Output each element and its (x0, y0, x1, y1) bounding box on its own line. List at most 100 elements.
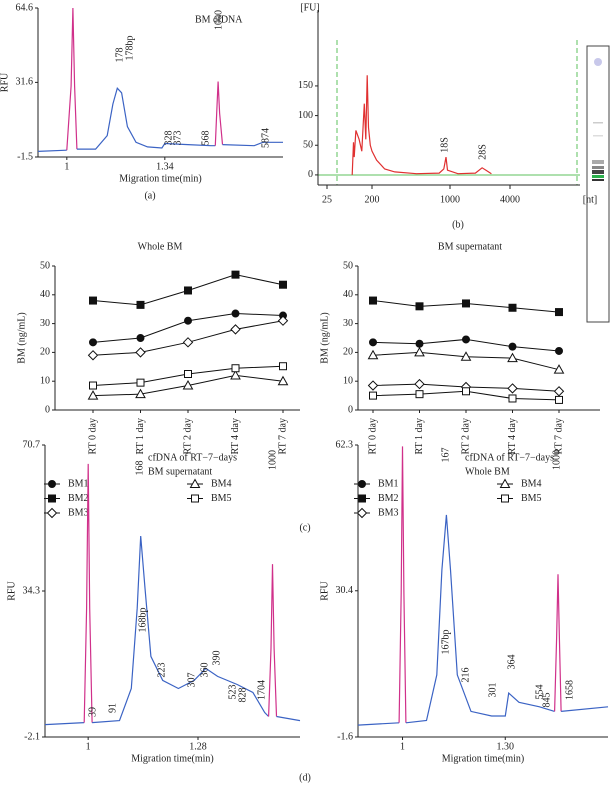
trace (222, 141, 283, 147)
trace (351, 75, 492, 175)
marker (136, 334, 145, 342)
legend-label: BM5 (211, 493, 232, 504)
marker (230, 369, 241, 380)
gel-band (592, 166, 604, 169)
peak-label: 845 (541, 693, 552, 708)
x-tick-label: 1 (86, 741, 91, 752)
panel-title: Whole BM (138, 241, 183, 252)
peak-label: 18S (439, 137, 450, 153)
trace (66, 7, 78, 151)
x-tick-label: RT 4 day (507, 418, 518, 454)
y-tick-label: 10 (40, 375, 50, 386)
x-tick-label: RT 1 day (414, 418, 425, 454)
y-tick-label: 0 (308, 169, 313, 180)
legend-marker (48, 494, 56, 503)
marker (460, 351, 472, 361)
peak-label: 373 (172, 131, 183, 146)
y-tick-label: 20 (40, 347, 50, 358)
peak-label: 168bp (137, 608, 148, 633)
panel-subtitle: BM supernatant (148, 466, 212, 477)
marker (508, 342, 517, 351)
y-tick-label: 62.3 (336, 439, 354, 450)
marker (136, 300, 145, 309)
peak-label: 1000 (551, 450, 562, 470)
marker (279, 280, 287, 289)
caption: (c) (299, 522, 310, 533)
x-tick-label: RT 7 day (277, 418, 288, 454)
y-tick-label: 0 (348, 404, 353, 415)
caption: (a) (144, 190, 155, 201)
marker (555, 346, 563, 355)
peak-label: 5874 (260, 128, 271, 148)
legend-label: BM2 (68, 493, 89, 504)
y-tick-label: -1.6 (337, 731, 353, 742)
gel-band (592, 170, 604, 174)
peak-label: 328 (163, 131, 174, 146)
x-tick-label: RT 0 day (367, 418, 378, 454)
trace (276, 715, 301, 722)
x-tick-label: RT 0 day (87, 418, 98, 454)
peak-label: 301 (487, 683, 498, 698)
peak-label: 223 (156, 663, 167, 678)
y-axis-label: RFU (0, 72, 10, 92)
x-axis-label: Migration time(min) (131, 753, 214, 764)
y-tick-label: 10 (343, 375, 353, 386)
marker (555, 308, 563, 317)
gel-lane (586, 45, 610, 323)
legend-label: BM1 (68, 478, 89, 489)
y-tick-label: 31.6 (16, 77, 34, 88)
y-tick-label: 150 (298, 80, 313, 91)
y-tick-label: 34.3 (23, 585, 41, 596)
legend-label: BM4 (521, 478, 542, 489)
marker (507, 383, 518, 394)
x-tick-label: 1000 (440, 194, 460, 205)
x-tick-label: RT 1 day (135, 418, 146, 454)
marker (230, 324, 241, 335)
x-tick-label: RT 7 day (553, 418, 564, 454)
peak-label: 167bp (440, 630, 451, 655)
trace (76, 87, 216, 150)
y-tick-label: -2.1 (24, 731, 40, 742)
x-tick-label: 1 (64, 161, 69, 172)
trace (83, 463, 93, 723)
y-tick-label: 30.4 (336, 585, 354, 596)
y-tick-label: -1.5 (17, 151, 33, 162)
trace (92, 535, 270, 724)
trace (44, 722, 85, 726)
y-tick-label: 40 (343, 289, 353, 300)
peak-label: 523 (227, 685, 238, 700)
y-axis-label: [FU] (300, 2, 319, 13)
marker (369, 391, 377, 400)
marker (369, 338, 377, 347)
trace (357, 722, 400, 726)
legend-marker (356, 507, 368, 519)
marker (136, 378, 145, 387)
peak-label: 568 (200, 131, 211, 146)
y-tick-label: 70.7 (23, 439, 41, 450)
x-tick-label: 4000 (500, 194, 520, 205)
y-tick-label: 50 (343, 260, 353, 271)
marker (87, 390, 99, 400)
peak-label: 1000 (213, 10, 224, 30)
legend-label: BM4 (211, 478, 232, 489)
gel-lane-frame (586, 45, 610, 323)
gel-band (592, 175, 604, 178)
x-tick-label: 1.30 (497, 741, 515, 752)
trace (398, 446, 407, 723)
x-tick-label: 1 (400, 741, 405, 752)
marker (367, 349, 379, 360)
marker (462, 299, 470, 308)
marker (553, 386, 565, 397)
trace (37, 149, 67, 152)
marker (135, 347, 146, 358)
marker (89, 296, 97, 305)
y-tick-label: 50 (303, 140, 313, 151)
peak-label: 1000 (267, 450, 278, 470)
marker (231, 270, 240, 279)
panel-subtitle: Whole BM (465, 466, 510, 477)
peak-label: 364 (506, 655, 517, 670)
marker (87, 350, 99, 361)
marker (89, 338, 97, 347)
panel-title: cfDNA of RT−7−days (465, 452, 554, 463)
marker (277, 375, 289, 386)
